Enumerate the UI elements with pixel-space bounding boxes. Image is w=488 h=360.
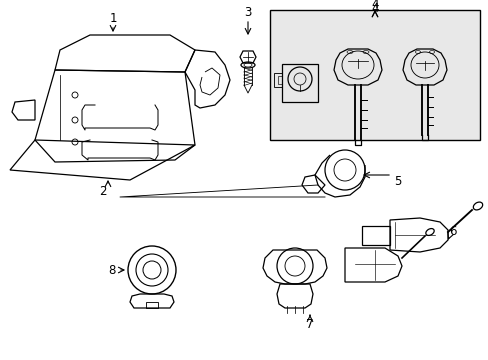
Text: 3: 3 bbox=[244, 5, 251, 18]
Bar bbox=[282, 64, 317, 102]
Text: 1: 1 bbox=[109, 12, 117, 24]
Text: 8: 8 bbox=[108, 264, 116, 276]
Text: 5: 5 bbox=[393, 175, 401, 189]
Bar bbox=[273, 73, 282, 87]
Bar bbox=[146, 302, 158, 308]
Text: 7: 7 bbox=[305, 318, 313, 330]
Bar bbox=[278, 76, 282, 84]
Bar bbox=[269, 10, 479, 140]
Text: 2: 2 bbox=[99, 185, 106, 198]
Text: 4: 4 bbox=[370, 1, 378, 14]
Text: 4: 4 bbox=[370, 0, 378, 12]
Text: 6: 6 bbox=[448, 225, 456, 238]
